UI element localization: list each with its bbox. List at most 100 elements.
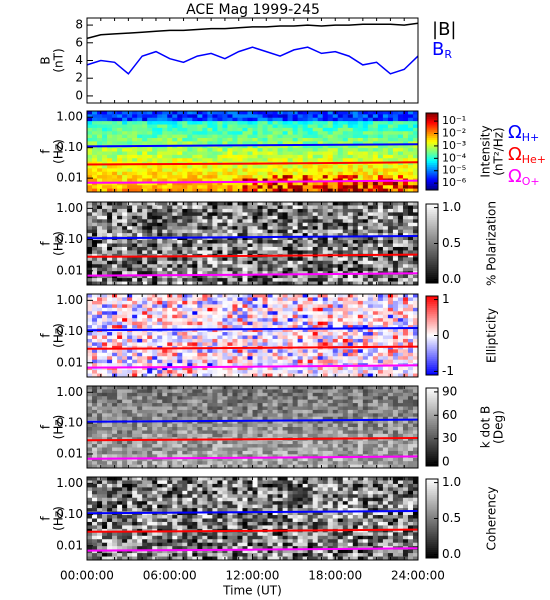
spectrogram-cell [257, 124, 263, 129]
spectrogram-cell [172, 138, 178, 142]
spectrogram-cell [112, 114, 118, 119]
spectrogram-cell [137, 363, 143, 368]
spectrogram-cell [252, 165, 258, 169]
spectrogram-cell [392, 366, 399, 371]
spectrogram-cell [122, 158, 128, 163]
spectrogram-cell [137, 281, 143, 286]
spectrogram-cell [392, 370, 399, 374]
spectrogram-cell [342, 154, 349, 159]
spectrogram-cell [92, 297, 98, 302]
spectrogram-cell [227, 131, 233, 136]
spectrogram-cell [162, 181, 168, 186]
spectrogram-cell [162, 370, 168, 374]
spectrogram-cell [147, 205, 153, 210]
spectrogram-cell [372, 304, 379, 309]
spectrogram-cell [147, 356, 153, 361]
spectrogram-cell [277, 141, 283, 146]
spectrogram-cell [117, 208, 123, 213]
spectrogram-cell [377, 219, 384, 224]
spectrogram-cell [212, 338, 218, 343]
colorbar-cell [426, 217, 438, 221]
spectrogram-cell [397, 356, 404, 361]
spectrogram-cell [267, 246, 273, 251]
spectrogram-cell [112, 141, 118, 146]
data-line [86, 179, 419, 184]
spectrogram-cell [92, 260, 98, 265]
spectrogram-cell [147, 117, 153, 122]
spectrogram-cell [237, 181, 243, 186]
colorbar-cell [426, 128, 438, 131]
spectrogram-cell [407, 311, 414, 316]
spectrogram-cell [217, 219, 223, 224]
spectrogram-cell [352, 297, 359, 302]
y-tick-label: 1.00 [56, 110, 83, 124]
spectrogram-cell [302, 124, 309, 129]
spectrogram-cell [387, 154, 394, 159]
spectrogram-cell [337, 111, 344, 115]
spectrogram-cell [232, 260, 238, 265]
spectrogram-cell [207, 281, 213, 286]
spectrogram-cell [212, 158, 218, 163]
spectrogram-cell [87, 335, 93, 340]
spectrogram-cell [222, 271, 228, 276]
spectrogram-cell [382, 264, 389, 269]
spectrogram-cell [407, 114, 414, 119]
spectrogram-cell [267, 175, 273, 179]
spectrogram-cell [182, 114, 188, 119]
legend-entry: |B| [432, 19, 456, 40]
spectrogram-cell [377, 212, 384, 217]
spectrogram-cell [272, 278, 278, 282]
spectrogram-cell [397, 175, 404, 179]
spectrogram-cell [257, 271, 263, 276]
spectrogram-cell [177, 274, 183, 279]
spectrogram-cell [182, 215, 188, 220]
spectrogram-cell [402, 111, 409, 115]
spectrogram-cell [127, 314, 133, 319]
spectrogram-cell [122, 124, 128, 129]
spectrogram-cell [257, 168, 263, 173]
spectrogram-cell [142, 124, 148, 129]
spectrogram-cell [252, 314, 258, 319]
spectrogram-cell [182, 370, 188, 374]
spectrogram-cell [257, 181, 263, 186]
spectrogram-cell [117, 338, 123, 343]
spectrogram-cell [87, 352, 93, 357]
spectrogram-cell [242, 250, 248, 255]
spectrogram-cell [117, 278, 123, 282]
spectrogram-cell [132, 359, 138, 364]
spectrogram-cell [132, 188, 138, 193]
spectrogram-cell [192, 260, 198, 265]
spectrogram-cell [387, 321, 394, 326]
spectrogram-cell [237, 124, 243, 129]
spectrogram-cell [302, 208, 309, 213]
spectrogram-cell [387, 117, 394, 122]
spectrogram-cell [177, 154, 183, 159]
spectrogram-cell [272, 124, 278, 129]
spectrogram-cell [217, 363, 223, 368]
spectrogram-cell [292, 171, 299, 176]
spectrogram-cell [402, 219, 409, 224]
spectrogram-cell [172, 127, 178, 132]
spectrogram-cell [222, 321, 228, 326]
spectrogram-cell [252, 178, 258, 183]
spectrogram-cell [352, 318, 359, 323]
spectrogram-cell [227, 236, 233, 241]
spectrogram-cell [92, 373, 98, 378]
spectrogram-cell [282, 359, 289, 364]
spectrogram-cell [277, 318, 283, 323]
spectrogram-cell [102, 332, 108, 336]
spectrogram-cell [167, 148, 173, 152]
spectrogram-cell [247, 168, 253, 173]
spectrogram-cell [232, 243, 238, 248]
spectrogram-cell [357, 117, 364, 122]
spectrogram-cell [252, 114, 258, 119]
spectrogram-cell [307, 165, 314, 169]
spectrogram-cell [242, 314, 248, 319]
spectrogram-cell [412, 294, 419, 298]
spectrogram-cell [327, 257, 334, 262]
spectrogram-cell [412, 332, 419, 336]
spectrogram-cell [327, 134, 334, 139]
spectrogram-cell [307, 131, 314, 136]
spectrogram-cell [297, 359, 304, 364]
spectrogram-cell [352, 342, 359, 347]
